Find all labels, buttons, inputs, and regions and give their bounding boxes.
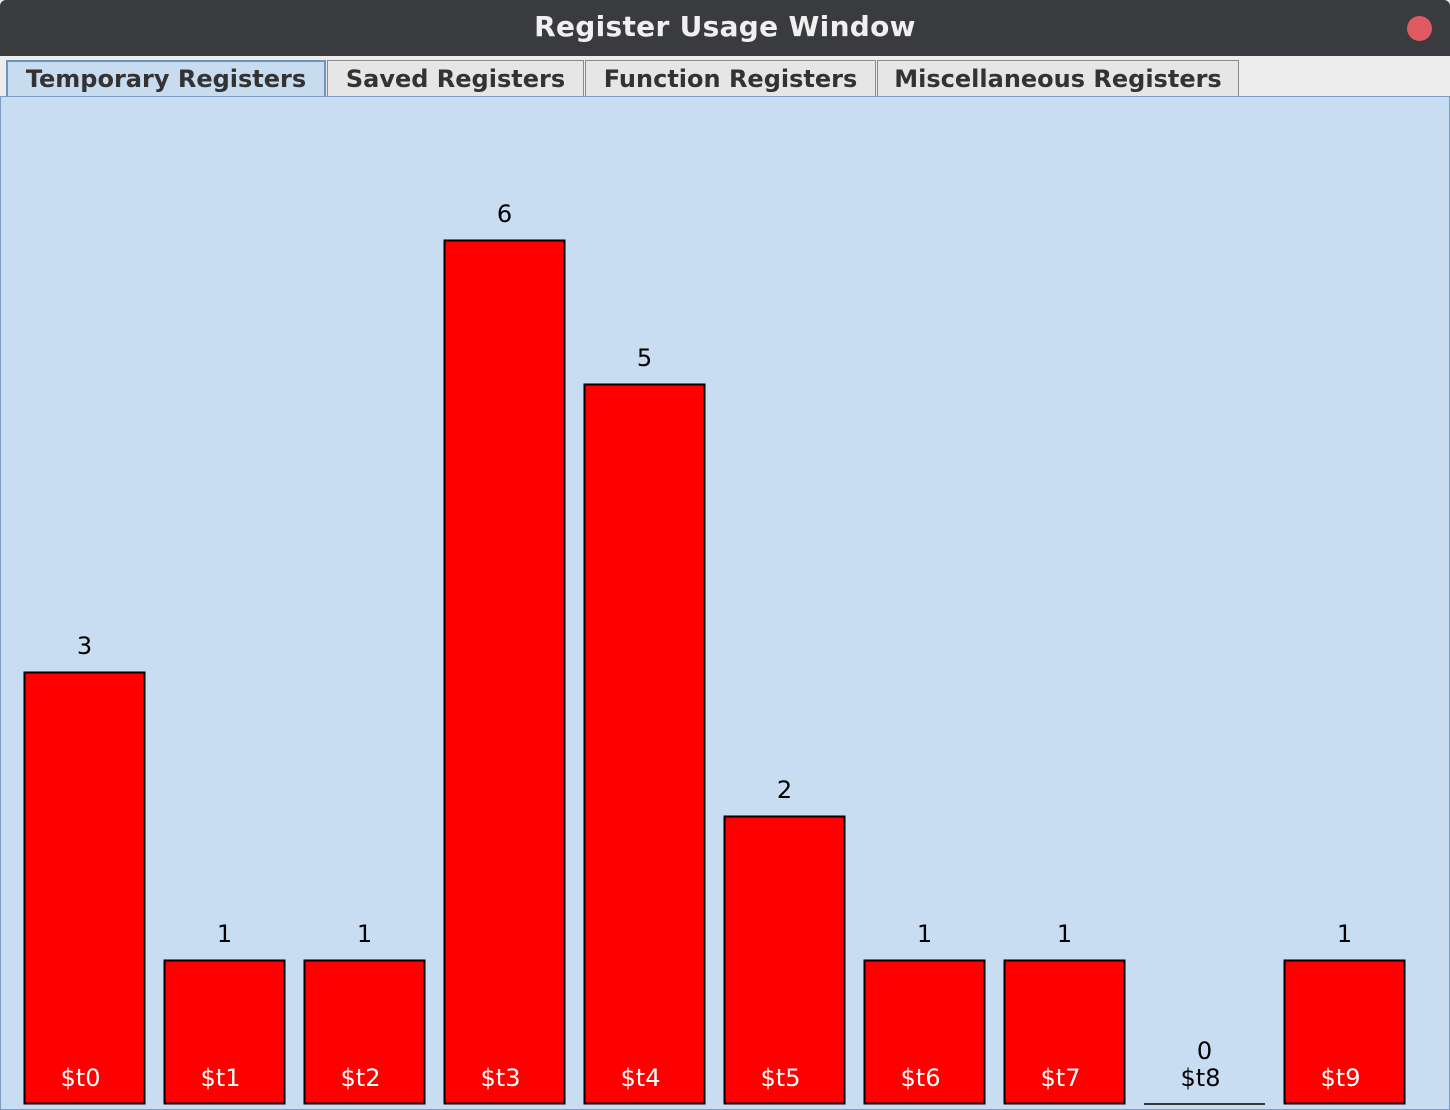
tab-miscellaneous-registers[interactable]: Miscellaneous Registers [877, 60, 1239, 96]
title-bar: Register Usage Window [0, 0, 1450, 56]
category-label: $t2 [341, 1064, 381, 1092]
data-label: 5 [637, 344, 652, 372]
bar [1283, 959, 1406, 1105]
data-label: 3 [77, 632, 92, 660]
category-label: $t1 [201, 1064, 241, 1092]
bar [443, 239, 566, 1105]
category-label: $t0 [61, 1064, 101, 1092]
window-title: Register Usage Window [534, 10, 916, 43]
data-label: 1 [1057, 920, 1072, 948]
category-label: $t7 [1041, 1064, 1081, 1092]
tab-label: Function Registers [603, 64, 858, 93]
close-icon[interactable] [1407, 16, 1432, 41]
data-label: 2 [777, 776, 792, 804]
register-usage-chart: 3 $t0 1 $t1 1 $t2 6 $t3 5 $t4 2 $t5 1 $t6 1 $t7 0$t8 1 $t9 [23, 200, 1406, 1105]
tab-label: Saved Registers [345, 64, 566, 93]
tab-label: Miscellaneous Registers [894, 64, 1222, 93]
category-label: $t8 [1181, 1064, 1221, 1092]
bar [723, 815, 846, 1105]
data-label: 1 [357, 920, 372, 948]
bar [303, 959, 426, 1105]
bar [583, 383, 706, 1105]
data-label: 0 [1197, 1037, 1212, 1065]
category-label: $t9 [1321, 1064, 1361, 1092]
tab-function-registers[interactable]: Function Registers [585, 60, 876, 96]
data-label: 1 [217, 920, 232, 948]
tab-label: Temporary Registers [25, 65, 307, 93]
chart-panel: 3 $t0 1 $t1 1 $t2 6 $t3 5 $t4 2 $t5 1 $t6 1 $t7 0 $t8 1 $t9 [0, 96, 1450, 1110]
category-label: $t4 [621, 1064, 661, 1092]
bar [163, 959, 286, 1105]
bar [863, 959, 986, 1105]
bar [1003, 959, 1126, 1105]
bar [23, 671, 146, 1105]
tab-strip: Temporary Registers Saved Registers Func… [0, 56, 1450, 98]
category-label: $t6 [901, 1064, 941, 1092]
data-label: 6 [497, 200, 512, 228]
data-label: 1 [917, 920, 932, 948]
data-label: 1 [1337, 920, 1352, 948]
category-label: $t3 [481, 1064, 521, 1092]
tab-saved-registers[interactable]: Saved Registers [327, 60, 584, 96]
category-label: $t5 [761, 1064, 801, 1092]
tab-temporary-registers[interactable]: Temporary Registers [6, 60, 326, 96]
